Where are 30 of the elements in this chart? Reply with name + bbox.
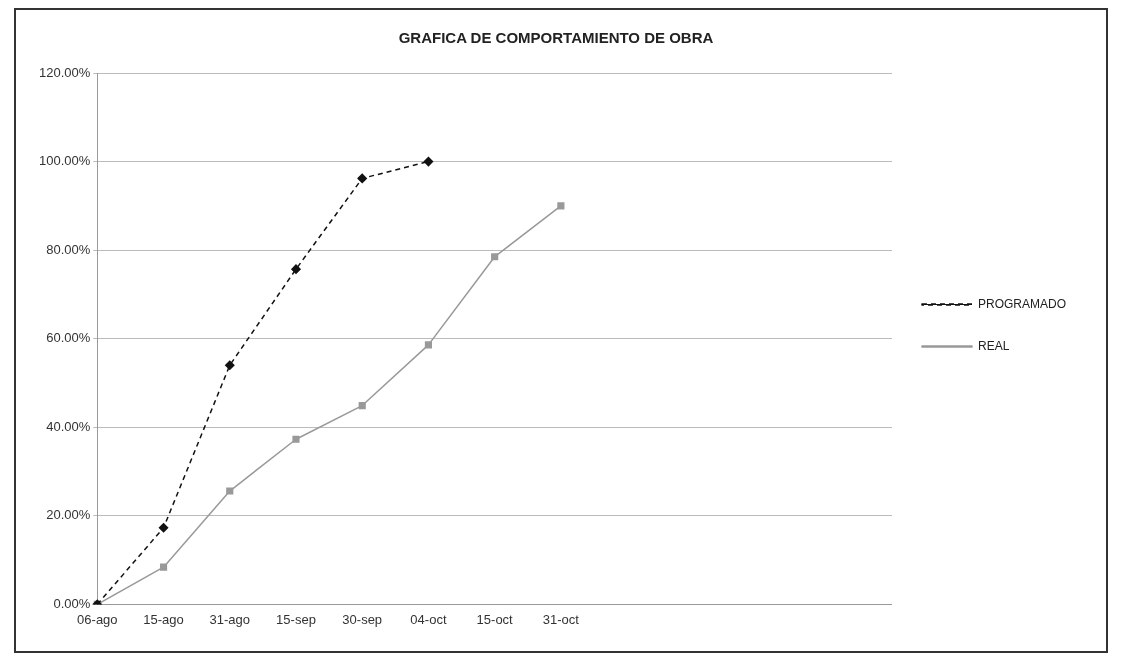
legend-label: REAL [977,338,1010,353]
x-tick-label: 31-oct [542,611,580,627]
point [159,563,168,571]
x-tick-label: 06-ago [77,611,118,627]
point [423,156,434,167]
x-tick-label: 15-oct [476,611,514,627]
y-tick-label: 20.00% [46,507,91,523]
x-tick-label: 15-ago [143,611,184,627]
point [292,435,300,443]
legend-label: PROGRAMADO [977,296,1067,311]
x-tick-label: 04-oct [410,611,447,627]
point [158,523,169,533]
chart-title: GRAFICA DE COMPORTAMIENTO DE OBRA [398,29,714,47]
point [226,487,234,495]
point [557,202,565,210]
y-tick-label: 40.00% [46,418,91,434]
y-tick-label: 80.00% [46,241,91,257]
y-tick-label: 120.00% [38,64,91,80]
point [491,253,499,261]
y-tick-label: 0.00% [53,595,91,611]
point [357,173,367,184]
point [225,360,235,371]
y-tick-label: 100.00% [38,153,91,169]
x-tick-label: 15-sep [276,611,316,627]
point [424,341,433,349]
y-tick-label: 60.00% [46,330,91,346]
point [358,401,366,410]
point [291,264,301,274]
x-tick-label: 30-sep [342,611,383,627]
x-tick-label: 31-ago [209,611,251,627]
